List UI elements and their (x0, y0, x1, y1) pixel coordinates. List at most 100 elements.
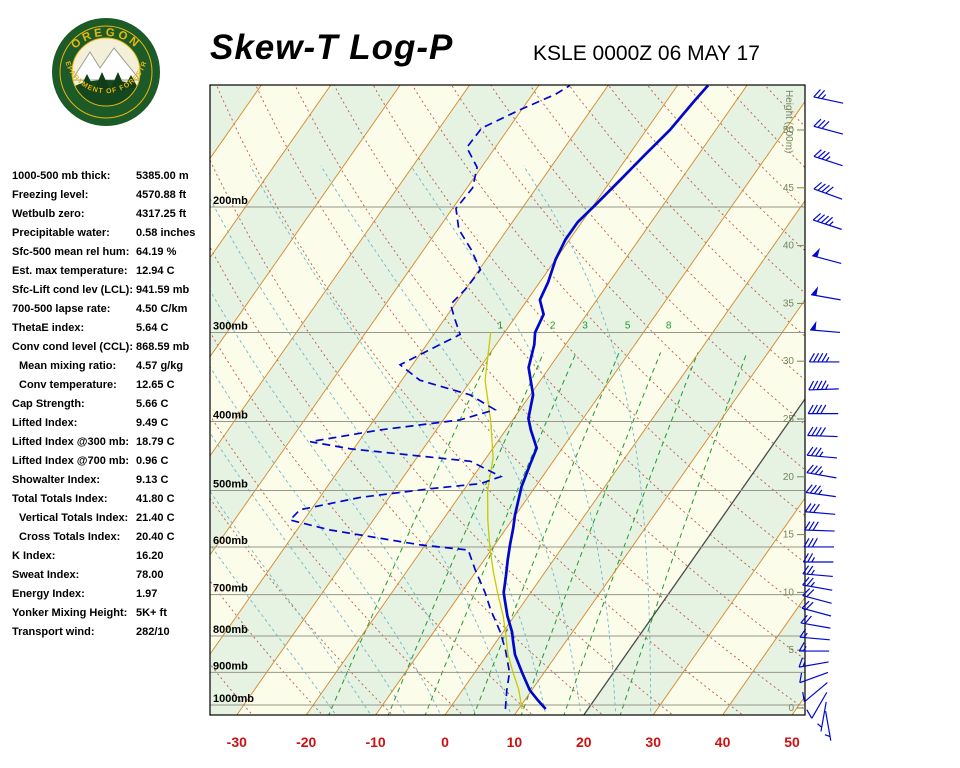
index-value: 4.57 g/kg (136, 360, 184, 372)
wind-barb (801, 600, 832, 617)
wind-barb (806, 692, 828, 719)
temperature-tick-label: 0 (441, 734, 449, 750)
index-row: Showalter Index: 9.13 C (12, 471, 195, 490)
pressure-label: 800mb (213, 624, 248, 636)
wind-barb (813, 118, 843, 135)
index-label: Yonker Mixing Height: (12, 607, 128, 619)
index-row: Est. max temperature: 12.94 C (12, 262, 195, 281)
wind-barb (807, 426, 838, 438)
wind-barb (799, 671, 829, 684)
pressure-label: 1000mb (213, 693, 254, 705)
index-value: 9.13 C (136, 474, 169, 486)
index-value: 5385.00 m (136, 170, 189, 182)
mixing-ratio-label: 8 (666, 321, 672, 332)
index-row: Energy Index: 1.97 (12, 585, 195, 604)
index-label: Est. max temperature: (12, 265, 128, 277)
index-row: Total Totals Index: 41.80 C (12, 490, 195, 509)
index-row: Wetbulb zero: 4317.25 ft (12, 205, 195, 224)
height-tick-label: 25 (783, 414, 795, 425)
pressure-label: 700mb (213, 583, 248, 595)
index-value: 64.19 % (136, 246, 177, 258)
index-row: Vertical Totals Index: 21.40 C (12, 509, 195, 528)
height-tick-label: 15 (783, 530, 795, 541)
index-row: 700-500 lapse rate: 4.50 C/km (12, 300, 195, 319)
index-label: Sfc-500 mean rel hum: (12, 246, 130, 258)
temperature-tick-label: -30 (227, 734, 247, 750)
wind-barb (806, 464, 837, 479)
index-label: Lifted Index @700 mb: (12, 455, 130, 467)
dewpoint-trace (288, 85, 571, 710)
index-label: Total Totals Index: (12, 493, 108, 505)
index-row: Cross Totals Index: 20.40 C (12, 528, 195, 547)
index-row: Transport wind: 282/10 (12, 623, 195, 642)
index-row: Mean mixing ratio: 4.57 g/kg (12, 357, 195, 376)
index-row: Conv cond level (CCL): 868.59 mb (12, 338, 195, 357)
index-value: 41.80 C (136, 493, 175, 505)
mixing-ratio-label: 3 (582, 321, 588, 332)
chart-border (209, 84, 806, 716)
index-row: Sweat Index: 78.00 (12, 566, 195, 585)
wind-barb (813, 149, 843, 167)
index-label: Transport wind: (12, 626, 95, 638)
index-label: Conv cond level (CCL): (12, 341, 134, 353)
index-label: Showalter Index: (12, 474, 101, 486)
height-tick-label: 40 (783, 241, 795, 252)
index-row: Sfc-Lift cond lev (LCL): 941.59 mb (12, 281, 195, 300)
index-value: 5.66 C (136, 398, 169, 410)
index-label: Cross Totals Index: (19, 531, 121, 543)
wind-barb (804, 503, 836, 515)
wind-barb (813, 89, 844, 104)
index-row: 1000-500 mb thick: 5385.00 m (12, 167, 195, 186)
wind-barb (807, 404, 839, 415)
mixing-ratio-label: 1 (498, 321, 504, 332)
pressure-label: 400mb (213, 409, 248, 421)
wind-barb (813, 182, 843, 200)
height-tick-label: 35 (783, 298, 795, 309)
index-value: 868.59 mb (136, 341, 190, 353)
index-label: 1000-500 mb thick: (12, 170, 111, 182)
index-label: Energy Index: (12, 588, 85, 600)
height-tick-label: 30 (783, 356, 795, 367)
index-label: Lifted Index: (12, 417, 78, 429)
wind-barb (812, 247, 842, 264)
index-label: Freezing level: (12, 189, 89, 201)
index-value: 21.40 C (136, 512, 175, 524)
wind-barb (824, 711, 832, 741)
height-tick-label: 0 (788, 703, 794, 714)
temperature-tick-label: 40 (715, 734, 731, 750)
pressure-label: 500mb (213, 479, 248, 491)
index-row: Sfc-500 mean rel hum: 64.19 % (12, 243, 195, 262)
temperature-tick-label: -10 (365, 734, 385, 750)
trees-icon (80, 72, 138, 90)
pressure-label: 600mb (213, 535, 248, 547)
index-value: 5.64 C (136, 322, 169, 334)
wind-barb (800, 614, 831, 629)
temperature-trace (502, 85, 710, 710)
height-tick-label: 45 (783, 183, 795, 194)
index-label: Mean mixing ratio: (19, 360, 117, 372)
wind-barb (803, 537, 834, 548)
index-value: 282/10 (136, 626, 170, 638)
index-row: Precipitable water: 0.58 inches (12, 224, 195, 243)
index-value: 5K+ ft (136, 607, 167, 619)
indices-panel: 1000-500 mb thick: 5385.00 m Freezing leve… (12, 167, 195, 642)
index-label: Vertical Totals Index: (19, 512, 129, 524)
temperature-tick-label: 50 (784, 734, 800, 750)
index-row: ThetaE index: 5.64 C (12, 319, 195, 338)
height-tick-label: 50 (783, 125, 795, 136)
wind-barb (798, 657, 829, 668)
temperature-tick-label: -20 (296, 734, 316, 750)
index-value: 4.50 C/km (136, 303, 188, 315)
index-label: Sfc-Lift cond lev (LCL): (12, 284, 133, 296)
index-value: 0.58 inches (136, 227, 196, 239)
height-axis-title: Height (100m) (783, 90, 794, 153)
wind-barb (804, 521, 835, 532)
height-tick-label: 5 (788, 645, 794, 656)
wind-barb (802, 682, 828, 703)
index-label: Lifted Index @300 mb: (12, 436, 130, 448)
index-value: 16.20 (136, 550, 164, 562)
mixing-ratio-label: 2 (550, 321, 556, 332)
wind-barb (812, 212, 842, 230)
index-label: Wetbulb zero: (12, 208, 85, 220)
